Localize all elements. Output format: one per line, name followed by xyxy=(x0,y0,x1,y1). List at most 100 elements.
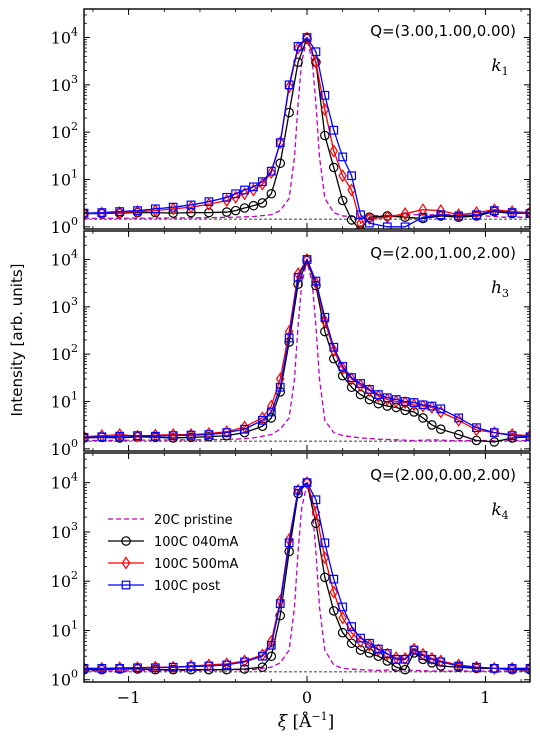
data-point xyxy=(240,187,249,201)
data-point xyxy=(275,599,285,609)
data-point xyxy=(258,415,267,425)
data-point xyxy=(400,654,410,664)
panel-label: k4 xyxy=(491,500,508,522)
data-point xyxy=(507,208,517,217)
data-point xyxy=(266,407,276,417)
data-point xyxy=(284,546,294,557)
data-point xyxy=(222,660,232,670)
series-line xyxy=(84,481,530,670)
data-point xyxy=(427,651,437,666)
data-point xyxy=(472,423,481,433)
data-point xyxy=(346,215,357,225)
data-point xyxy=(231,190,240,204)
data-point xyxy=(320,312,330,322)
data-point xyxy=(266,413,277,423)
legend-entry: 100C 500mA xyxy=(108,556,238,572)
data-point xyxy=(472,210,481,220)
series-100c-post xyxy=(84,478,530,673)
series-line xyxy=(84,36,530,228)
data-point xyxy=(391,395,401,404)
data-point xyxy=(391,654,401,664)
series-line xyxy=(84,36,530,229)
data-point xyxy=(355,225,366,229)
data-point xyxy=(151,428,160,442)
series-line xyxy=(84,257,530,438)
legend-marker xyxy=(121,536,131,546)
x-tick-label: 0 xyxy=(302,688,312,707)
y-tick-label: 103 xyxy=(51,73,78,95)
data-point xyxy=(221,207,232,217)
data-point xyxy=(507,431,517,441)
series-100c-040ma xyxy=(84,255,530,447)
series-100c-post xyxy=(84,255,530,442)
data-point xyxy=(311,276,321,290)
panel-frame xyxy=(83,8,531,230)
data-point xyxy=(329,574,339,584)
data-point xyxy=(239,664,250,674)
data-point xyxy=(267,165,276,180)
series-line xyxy=(84,38,530,220)
data-point xyxy=(275,382,285,392)
data-point xyxy=(248,200,259,211)
data-point xyxy=(454,413,464,423)
data-point xyxy=(525,663,530,673)
data-point xyxy=(97,663,107,673)
data-point xyxy=(133,429,142,443)
data-point xyxy=(249,182,258,192)
data-point xyxy=(338,361,347,376)
panel-label: h3 xyxy=(491,278,509,300)
data-point xyxy=(133,661,142,675)
data-point xyxy=(329,342,339,352)
series-100c-500ma xyxy=(84,476,530,675)
data-point xyxy=(347,372,356,386)
data-point xyxy=(507,204,517,219)
series-100c-500ma xyxy=(84,31,530,229)
data-point xyxy=(302,33,312,42)
data-point xyxy=(329,585,339,599)
data-point xyxy=(347,373,356,382)
data-point xyxy=(382,222,392,229)
y-tick-label: 101 xyxy=(51,168,78,190)
y-tick-label: 102 xyxy=(51,342,78,364)
data-point xyxy=(427,420,437,430)
data-point xyxy=(266,651,277,662)
data-point xyxy=(427,401,437,411)
data-point xyxy=(275,136,285,150)
data-point xyxy=(150,663,160,673)
data-point xyxy=(409,398,419,407)
data-point xyxy=(373,390,383,399)
data-point xyxy=(347,171,356,181)
data-point xyxy=(204,658,214,672)
y-tick-label: 104 xyxy=(51,471,78,493)
y-tick-label: 103 xyxy=(51,520,78,542)
series-line xyxy=(84,258,530,438)
data-point xyxy=(338,362,348,371)
data-point xyxy=(400,207,410,221)
data-point xyxy=(133,206,142,216)
x-axis-unit-close: ] xyxy=(328,712,335,732)
data-point xyxy=(418,203,428,217)
data-point xyxy=(293,485,303,495)
data-point xyxy=(472,660,481,674)
y-tick-label: 104 xyxy=(51,247,78,269)
data-point xyxy=(204,426,214,441)
data-point xyxy=(240,657,249,667)
data-point xyxy=(436,657,446,667)
data-point xyxy=(97,208,107,217)
data-point xyxy=(356,210,365,220)
data-point xyxy=(356,379,365,388)
data-point xyxy=(257,662,268,672)
data-point xyxy=(302,478,312,488)
y-tick-label: 102 xyxy=(51,120,78,142)
data-point xyxy=(239,203,250,213)
data-point xyxy=(435,424,446,434)
data-point xyxy=(418,212,428,222)
data-point xyxy=(257,421,268,432)
y-axis-label: Intensity [arb. units] xyxy=(8,263,26,416)
data-point xyxy=(453,429,464,440)
plot-area xyxy=(84,252,530,447)
data-point xyxy=(302,252,312,267)
x-axis-label: ξ [Å−1] xyxy=(278,710,335,732)
series-line xyxy=(84,483,530,672)
data-point xyxy=(204,661,214,671)
